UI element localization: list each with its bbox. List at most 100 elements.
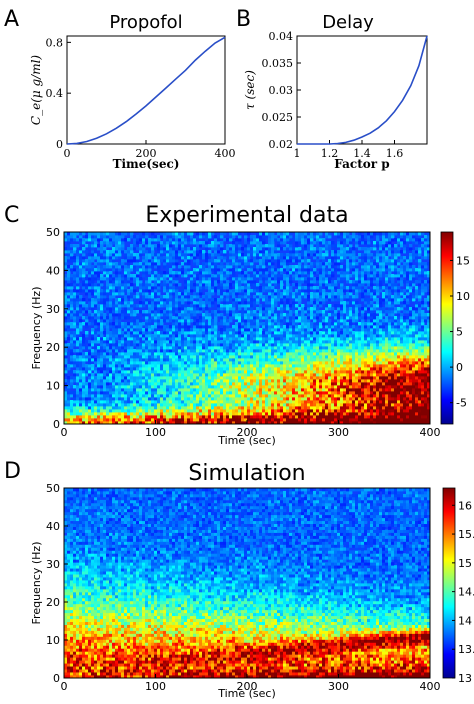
- chart-c-cell: [106, 385, 110, 389]
- chart-c-cell: [310, 370, 314, 374]
- chart-c-cell: [286, 253, 290, 257]
- chart-c-cell: [244, 322, 248, 326]
- chart-c-cell: [283, 241, 287, 245]
- chart-c-cell: [187, 379, 191, 383]
- chart-c-cell: [127, 343, 131, 347]
- chart-c-cell: [289, 313, 293, 317]
- chart-c-cell: [88, 265, 92, 269]
- chart-c-cell: [286, 418, 290, 422]
- chart-c-cell: [151, 367, 155, 371]
- chart-c-cell: [205, 340, 209, 344]
- chart-c-cell: [292, 283, 296, 287]
- chart-c-cell: [112, 256, 116, 260]
- chart-c-cell: [70, 274, 74, 278]
- chart-c-cell: [304, 355, 308, 359]
- chart-c-cell: [226, 313, 230, 317]
- chart-c-cell: [88, 232, 92, 236]
- chart-c-cell: [244, 373, 248, 377]
- chart-c-cell: [211, 352, 215, 356]
- chart-c-cell: [202, 391, 206, 395]
- chart-c-cell: [127, 322, 131, 326]
- chart-c-cell: [295, 238, 299, 242]
- chart-c-cell: [316, 307, 320, 311]
- chart-c-cell: [283, 340, 287, 344]
- chart-c-cell: [265, 385, 269, 389]
- chart-c-cell: [151, 379, 155, 383]
- chart-c-cell: [154, 388, 158, 392]
- chart-c-cell: [76, 340, 80, 344]
- chart-c-cell: [133, 241, 137, 245]
- chart-c-cell: [112, 328, 116, 332]
- chart-c-cell: [304, 232, 308, 236]
- chart-c-cell: [193, 412, 197, 416]
- chart-c-cell: [196, 340, 200, 344]
- chart-c-cell: [220, 394, 224, 398]
- chart-c-cell: [184, 259, 188, 263]
- chart-c-cell: [124, 346, 128, 350]
- chart-c-cell: [187, 325, 191, 329]
- chart-c-cell: [262, 364, 266, 368]
- chart-c-cell: [112, 349, 116, 353]
- chart-c-cell: [67, 409, 71, 413]
- chart-c-cell: [274, 274, 278, 278]
- chart-c-cell: [118, 403, 122, 407]
- chart-c-cell: [106, 289, 110, 293]
- chart-c-cell: [271, 373, 275, 377]
- chart-c-cell: [106, 388, 110, 392]
- chart-c-cell: [220, 373, 224, 377]
- chart-c-cell: [85, 415, 89, 419]
- chart-c-cell: [208, 346, 212, 350]
- chart-c-cell: [211, 328, 215, 332]
- chart-c-cell: [232, 337, 236, 341]
- chart-c-cell: [97, 232, 101, 236]
- chart-c-cell: [316, 328, 320, 332]
- chart-c-cell: [151, 352, 155, 356]
- chart-c-cell: [298, 343, 302, 347]
- chart-c-cell: [181, 343, 185, 347]
- chart-c-cell: [277, 418, 281, 422]
- chart-c-cell: [208, 244, 212, 248]
- chart-c-cell: [94, 409, 98, 413]
- chart-c-cell: [160, 325, 164, 329]
- chart-c-cell: [205, 325, 209, 329]
- chart-c-cell: [268, 283, 272, 287]
- chart-c-cell: [265, 343, 269, 347]
- chart-c-cell: [76, 286, 80, 290]
- chart-c-cell: [94, 388, 98, 392]
- chart-c-cell: [196, 232, 200, 236]
- chart-c-cell: [286, 298, 290, 302]
- chart-c-cell: [202, 307, 206, 311]
- chart-c-cell: [118, 397, 122, 401]
- chart-c-cell: [124, 340, 128, 344]
- chart-c-cell: [310, 274, 314, 278]
- chart-c-cell: [316, 409, 320, 413]
- chart-c-cell: [280, 310, 284, 314]
- chart-c-cell: [124, 268, 128, 272]
- chart-c-cell: [166, 295, 170, 299]
- chart-c-cell: [232, 367, 236, 371]
- chart-c-cell: [250, 376, 254, 380]
- chart-c-cell: [118, 349, 122, 353]
- chart-c-cell: [163, 331, 167, 335]
- chart-c-cell: [145, 331, 149, 335]
- chart-c-cell: [172, 379, 176, 383]
- chart-c-cell: [247, 325, 251, 329]
- chart-c-cell: [286, 412, 290, 416]
- chart-c-cell: [115, 250, 119, 254]
- chart-c-cell: [133, 367, 137, 371]
- chart-c-cell: [229, 343, 233, 347]
- chart-c-cell: [85, 409, 89, 413]
- chart-c-cell: [199, 346, 203, 350]
- chart-c-cell: [100, 349, 104, 353]
- chart-c-cell: [313, 385, 317, 389]
- chart-c-cell: [133, 358, 137, 362]
- chart-c-cell: [295, 409, 299, 413]
- chart-c-cell: [175, 256, 179, 260]
- chart-c-cell: [223, 364, 227, 368]
- chart-c-cell: [298, 385, 302, 389]
- chart-c-cell: [175, 367, 179, 371]
- chart-c-cell: [157, 274, 161, 278]
- chart-c-cell: [310, 310, 314, 314]
- chart-c-cell: [241, 277, 245, 281]
- chart-c-cell: [253, 403, 257, 407]
